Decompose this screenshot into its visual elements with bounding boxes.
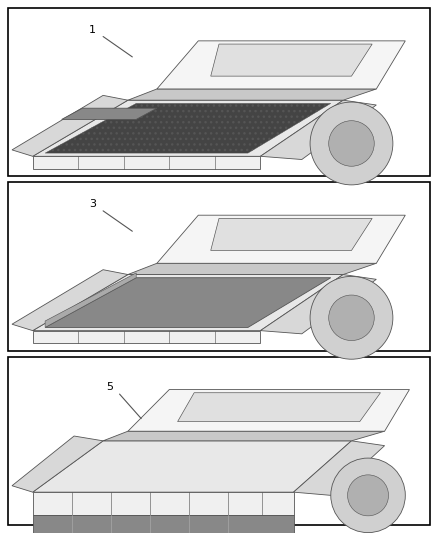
Polygon shape [33,514,293,533]
Bar [8,182,430,351]
Polygon shape [12,436,103,492]
Polygon shape [12,95,128,156]
Polygon shape [157,215,405,263]
Polygon shape [261,100,376,159]
Bar [8,357,430,525]
Polygon shape [33,492,293,514]
Circle shape [310,102,393,185]
Circle shape [347,475,389,516]
Text: 5: 5 [106,382,113,392]
Polygon shape [45,273,136,327]
Polygon shape [157,41,405,89]
Polygon shape [177,393,381,422]
Text: 3: 3 [89,199,96,209]
Polygon shape [128,390,410,431]
Polygon shape [45,278,331,327]
Polygon shape [211,219,372,251]
Polygon shape [12,270,128,330]
Polygon shape [128,89,376,100]
Circle shape [328,120,374,166]
Polygon shape [33,156,261,169]
Polygon shape [103,431,385,441]
Polygon shape [293,441,385,495]
Circle shape [328,295,374,341]
Polygon shape [33,441,351,492]
Polygon shape [45,103,331,153]
Polygon shape [211,44,372,76]
Polygon shape [33,330,261,343]
Polygon shape [128,263,376,274]
Circle shape [331,458,405,532]
Polygon shape [62,108,157,119]
Text: 1: 1 [89,25,96,35]
Polygon shape [261,274,376,334]
Circle shape [310,277,393,359]
Bar [8,8,430,176]
Polygon shape [33,274,343,330]
Polygon shape [33,100,343,156]
